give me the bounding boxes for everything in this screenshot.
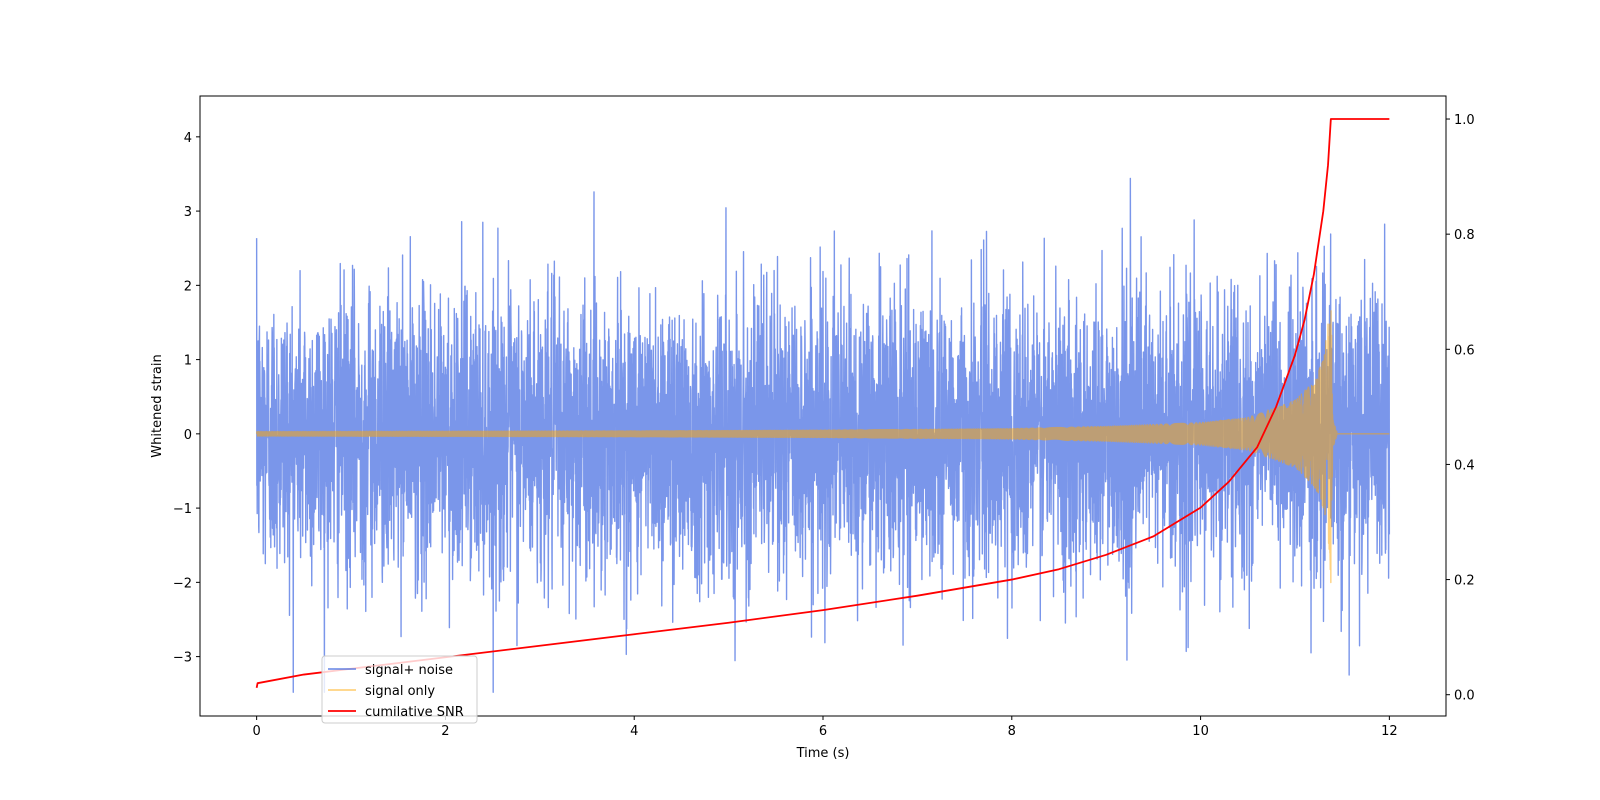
x-tick-label: 6 [819,724,827,739]
y-tick-label: 3 [184,205,192,220]
x-tick-label: 2 [441,724,449,739]
y2-tick-label: 0.2 [1454,574,1475,589]
y-tick-label: −1 [173,502,192,517]
y2-tick-label: 1.0 [1454,113,1475,128]
legend: signal+ noise signal only cumilative SNR [321,655,478,724]
series-layer [255,118,1391,693]
y2-tick-label: 0.4 [1454,458,1475,473]
x-tick-label: 4 [630,724,638,739]
series-signal-only [255,310,1390,584]
legend-label: signal only [365,684,435,699]
y2-tick-label: 0.6 [1454,343,1475,358]
y2-tick-label: 0.8 [1454,228,1475,243]
legend-label: cumilative SNR [365,705,464,720]
series-signal-noise [255,177,1391,693]
series-cumilative-snr [255,118,1390,688]
legend-box [321,655,478,724]
x-tick-label: 12 [1381,724,1398,739]
x-tick-label: 0 [252,724,260,739]
y-tick-label: −2 [173,576,192,591]
y-tick-label: 0 [184,428,192,443]
x-tick-label: 10 [1192,724,1209,739]
y-axis-label: Whitened strain [150,354,165,457]
y-tick-label: 1 [184,354,192,369]
y2-tick-label: 0.0 [1454,689,1475,704]
legend-label: signal+ noise [365,663,453,678]
y-tick-label: −3 [173,651,192,666]
y-tick-label: 2 [184,279,192,294]
x-tick-label: 8 [1008,724,1016,739]
x-axis-label: Time (s) [796,746,850,761]
y-tick-label: 4 [184,131,192,146]
